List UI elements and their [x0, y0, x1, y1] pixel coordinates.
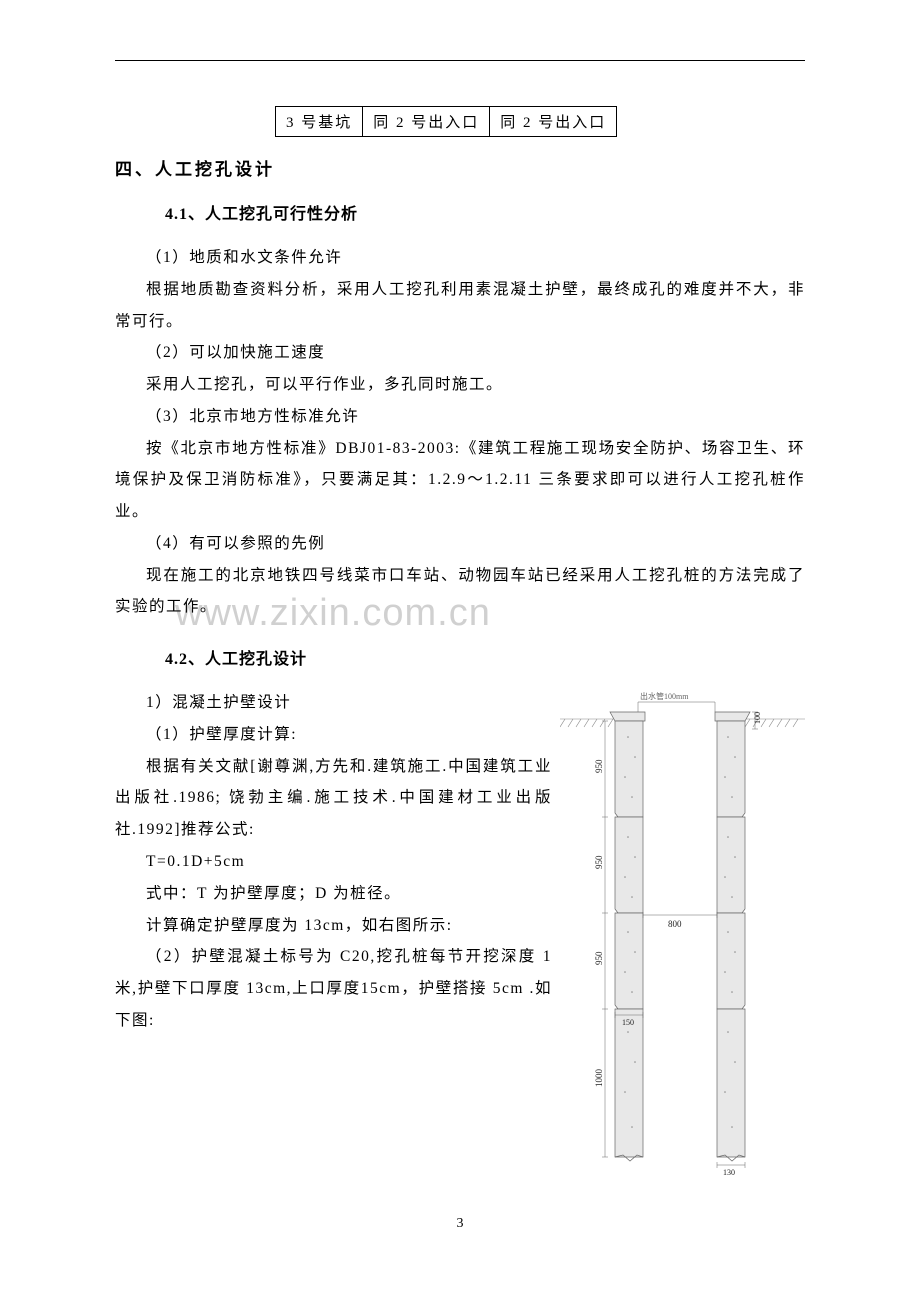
paragraph: （2）可以加快施工速度: [115, 337, 805, 369]
body-text-block: （1）地质和水文条件允许 根据地质勘查资料分析，采用人工挖孔利用素混凝土护壁，最…: [115, 242, 805, 623]
paragraph: 计算确定护壁厚度为 13cm，如右图所示:: [115, 910, 552, 942]
diagram-dim-800: 800: [668, 919, 682, 929]
diagram-dim-100: 100: [753, 712, 762, 724]
table-cell: 同 2 号出入口: [363, 107, 490, 137]
diagram-dim-950: 950: [594, 759, 604, 773]
paragraph: （2）护壁混凝土标号为 C20,挖孔桩每节开挖深度 1 米,护壁下口厚度 13c…: [115, 941, 552, 1036]
subsection-4-2-heading: 4.2、人工挖孔设计: [165, 645, 805, 669]
paragraph: 式中：T 为护壁厚度；D 为桩径。: [115, 878, 552, 910]
diagram-dim-1000: 1000: [594, 1069, 604, 1088]
subsection-4-1-heading: 4.1、人工挖孔可行性分析: [165, 200, 805, 224]
page-number: 3: [0, 1216, 920, 1232]
diagram-dim-150: 150: [622, 1018, 634, 1027]
pile-diagram: 出水管100mm: [560, 687, 805, 1177]
table-cell: 同 2 号出入口: [490, 107, 617, 137]
paragraph: 1）混凝土护壁设计: [115, 687, 552, 719]
pit-table: 3 号基坑 同 2 号出入口 同 2 号出入口: [275, 106, 617, 137]
paragraph: （3）北京市地方性标准允许: [115, 401, 805, 433]
header-rule: [115, 60, 805, 61]
paragraph: 按《北京市地方性标准》DBJ01-83-2003:《建筑工程施工现场安全防护、场…: [115, 433, 805, 528]
paragraph: （4）有可以参照的先例: [115, 528, 805, 560]
paragraph: 根据有关文献[谢尊渊,方先和.建筑施工.中国建筑工业出版社.1986; 饶勃主编…: [115, 751, 552, 846]
diagram-dim-950: 950: [594, 855, 604, 869]
paragraph: 现在施工的北京地铁四号线菜市口车站、动物园车站已经采用人工挖孔桩的方法完成了实验…: [115, 560, 805, 624]
paragraph: 采用人工挖孔，可以平行作业，多孔同时施工。: [115, 369, 805, 401]
paragraph: T=0.1D+5cm: [115, 846, 552, 878]
table-cell: 3 号基坑: [276, 107, 363, 137]
paragraph: （1）护壁厚度计算:: [115, 719, 552, 751]
diagram-label-top: 出水管100mm: [640, 691, 689, 701]
diagram-dim-130: 130: [723, 1168, 735, 1177]
paragraph: （1）地质和水文条件允许: [115, 242, 805, 274]
section-4-heading: 四、人工挖孔设计: [115, 155, 805, 180]
paragraph: 根据地质勘查资料分析，采用人工挖孔利用素混凝土护壁，最终成孔的难度并不大，非常可…: [115, 274, 805, 338]
diagram-dim-950: 950: [594, 951, 604, 965]
body-text-block: 1）混凝土护壁设计 （1）护壁厚度计算: 根据有关文献[谢尊渊,方先和.建筑施工…: [115, 687, 552, 1036]
